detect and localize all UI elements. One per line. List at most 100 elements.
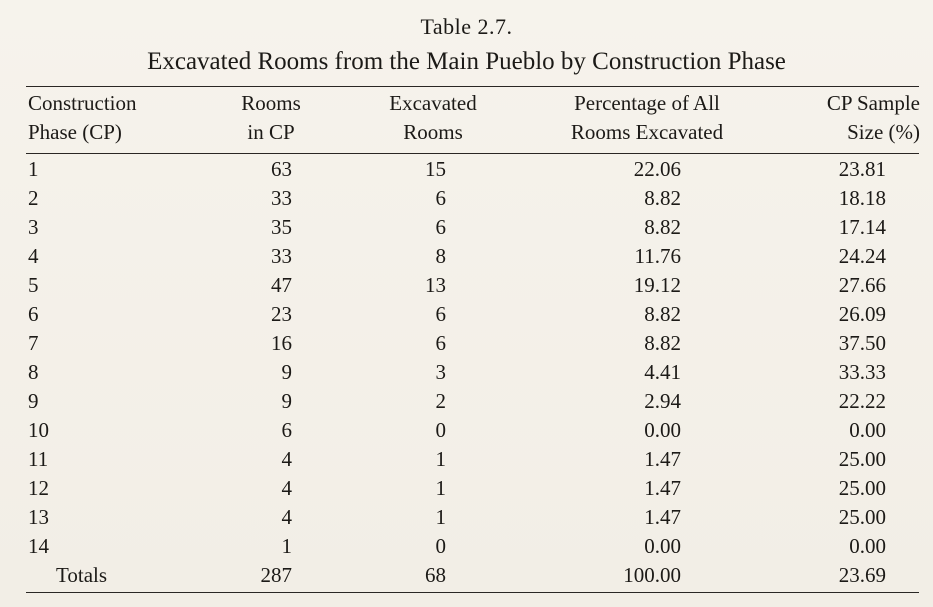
header-rooms-in-cp: Rooms in CP (226, 89, 316, 147)
header-line: CP Sample (826, 91, 920, 115)
cell-excavated: 3 (435, 360, 447, 384)
table-label: Table 2.7. (420, 14, 513, 39)
cell-percentage: 8.82 (644, 331, 681, 355)
cell-excavated: 6 (435, 331, 447, 355)
cell-rooms: 4 (281, 447, 293, 471)
cell-sample-size: 0.00 (849, 418, 886, 442)
table-top-rule (26, 86, 919, 87)
cell-phase: 2 (28, 186, 39, 210)
table-row: 6 23 6 8.82 26.09 (0, 300, 933, 329)
cell-rooms: 47 (271, 273, 292, 297)
cell-sample-size: 25.00 (838, 447, 886, 471)
cell-excavated: 1 (435, 476, 447, 500)
cell-percentage: 19.12 (633, 273, 681, 297)
cell-phase: 12 (28, 476, 49, 500)
table-row: 4 33 8 11.76 24.24 (0, 242, 933, 271)
cell-phase: 7 (28, 331, 39, 355)
cell-rooms: 9 (281, 360, 293, 384)
cell-excavated: 0 (435, 418, 447, 442)
cell-phase: Totals (56, 563, 108, 587)
cell-excavated: 1 (435, 505, 447, 529)
cell-sample-size: 25.00 (838, 505, 886, 529)
cell-sample-size: 26.09 (838, 302, 886, 326)
cell-rooms: 6 (281, 418, 293, 442)
cell-phase: 10 (28, 418, 49, 442)
cell-phase: 5 (28, 273, 39, 297)
cell-sample-size: 23.69 (838, 563, 886, 587)
cell-excavated: 6 (435, 186, 447, 210)
cell-sample-size: 37.50 (838, 331, 886, 355)
table-row: 9 9 2 2.94 22.22 (0, 387, 933, 416)
cell-sample-size: 25.00 (838, 476, 886, 500)
cell-sample-size: 33.33 (838, 360, 886, 384)
table-row: 10 6 0 0.00 0.00 (0, 416, 933, 445)
cell-percentage: 1.47 (644, 476, 681, 500)
header-line: in CP (247, 120, 295, 144)
cell-excavated: 15 (425, 157, 446, 181)
cell-rooms: 63 (271, 157, 292, 181)
cell-sample-size: 22.22 (838, 389, 886, 413)
cell-percentage: 0.00 (644, 534, 681, 558)
cell-phase: 13 (28, 505, 49, 529)
cell-rooms: 33 (271, 244, 292, 268)
header-line: Construction (28, 91, 137, 115)
cell-excavated: 2 (435, 389, 447, 413)
cell-excavated: 0 (435, 534, 447, 558)
cell-percentage: 2.94 (644, 389, 681, 413)
header-construction-phase: Construction Phase (CP) (28, 89, 137, 147)
cell-phase: 3 (28, 215, 39, 239)
cell-excavated: 6 (435, 215, 447, 239)
table-row: 7 16 6 8.82 37.50 (0, 329, 933, 358)
table-row: 13 4 1 1.47 25.00 (0, 503, 933, 532)
cell-phase: 6 (28, 302, 39, 326)
cell-sample-size: 18.18 (838, 186, 886, 210)
header-cp-sample-size: CP Sample Size (%) (770, 89, 920, 147)
table-row: 8 9 3 4.41 33.33 (0, 358, 933, 387)
header-line: Excavated (389, 91, 477, 115)
cell-sample-size: 27.66 (838, 273, 886, 297)
cell-phase: 11 (28, 447, 49, 471)
table-row: 5 47 13 19.12 27.66 (0, 271, 933, 300)
cell-rooms: 23 (271, 302, 292, 326)
cell-rooms: 4 (281, 476, 293, 500)
table-row: 12 4 1 1.47 25.00 (0, 474, 933, 503)
cell-sample-size: 17.14 (838, 215, 886, 239)
table-row: 1 63 15 22.06 23.81 (0, 155, 933, 184)
cell-rooms: 1 (281, 534, 293, 558)
cell-percentage: 8.82 (644, 215, 681, 239)
cell-excavated: 13 (425, 273, 446, 297)
header-line: Percentage of All (574, 91, 720, 115)
header-line: Size (%) (847, 120, 920, 144)
cell-percentage: 1.47 (644, 447, 681, 471)
cell-percentage: 0.00 (644, 418, 681, 442)
cell-phase: 8 (28, 360, 39, 384)
cell-sample-size: 24.24 (838, 244, 886, 268)
cell-phase: 9 (28, 389, 39, 413)
cell-sample-size: 0.00 (849, 534, 886, 558)
cell-percentage: 1.47 (644, 505, 681, 529)
cell-rooms: 16 (271, 331, 292, 355)
header-line: Rooms (241, 91, 301, 115)
cell-percentage: 100.00 (623, 563, 681, 587)
cell-percentage: 22.06 (633, 157, 681, 181)
cell-rooms: 9 (281, 389, 293, 413)
cell-phase: 1 (28, 157, 39, 181)
cell-phase: 4 (28, 244, 39, 268)
cell-excavated: 6 (435, 302, 447, 326)
cell-rooms: 33 (271, 186, 292, 210)
table-bottom-rule (26, 592, 919, 593)
table-body: 1 63 15 22.06 23.81 2 33 6 8.82 18.18 3 35 6 8.82 17.1… (0, 155, 933, 590)
cell-percentage: 11.76 (634, 244, 681, 268)
table-row: 11 4 1 1.47 25.00 (0, 445, 933, 474)
cell-phase: 14 (28, 534, 49, 558)
cell-sample-size: 23.81 (838, 157, 886, 181)
cell-excavated: 68 (425, 563, 446, 587)
table-row: 14 1 0 0.00 0.00 (0, 532, 933, 561)
header-line: Rooms Excavated (570, 120, 724, 144)
header-percentage-excavated: Percentage of All Rooms Excavated (547, 89, 747, 147)
header-line: Rooms (403, 120, 463, 144)
cell-excavated: 8 (435, 244, 447, 268)
cell-percentage: 4.41 (644, 360, 681, 384)
table-row: 3 35 6 8.82 17.14 (0, 213, 933, 242)
